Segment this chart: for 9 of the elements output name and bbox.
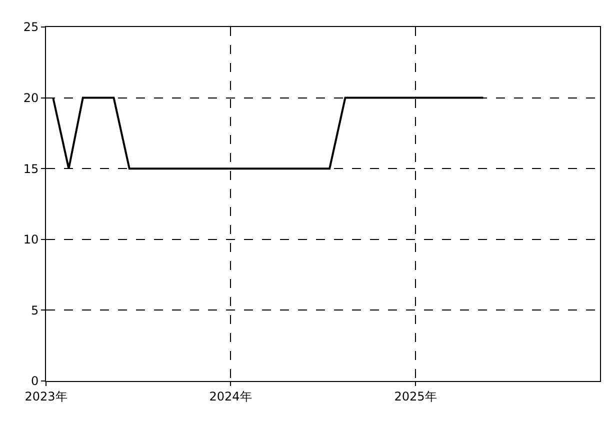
y-tick-label: 15	[23, 162, 39, 176]
x-tick-label: 2023年	[24, 389, 68, 404]
y-tick-label: 20	[23, 91, 39, 105]
y-tick-label: 10	[23, 232, 39, 247]
y-tick-label: 25	[23, 20, 39, 34]
y-tick-label: 0	[30, 374, 39, 388]
x-tick-label: 2024年	[209, 389, 252, 404]
x-tick-label: 2025年	[394, 389, 437, 404]
y-tick-label: 5	[30, 303, 39, 318]
